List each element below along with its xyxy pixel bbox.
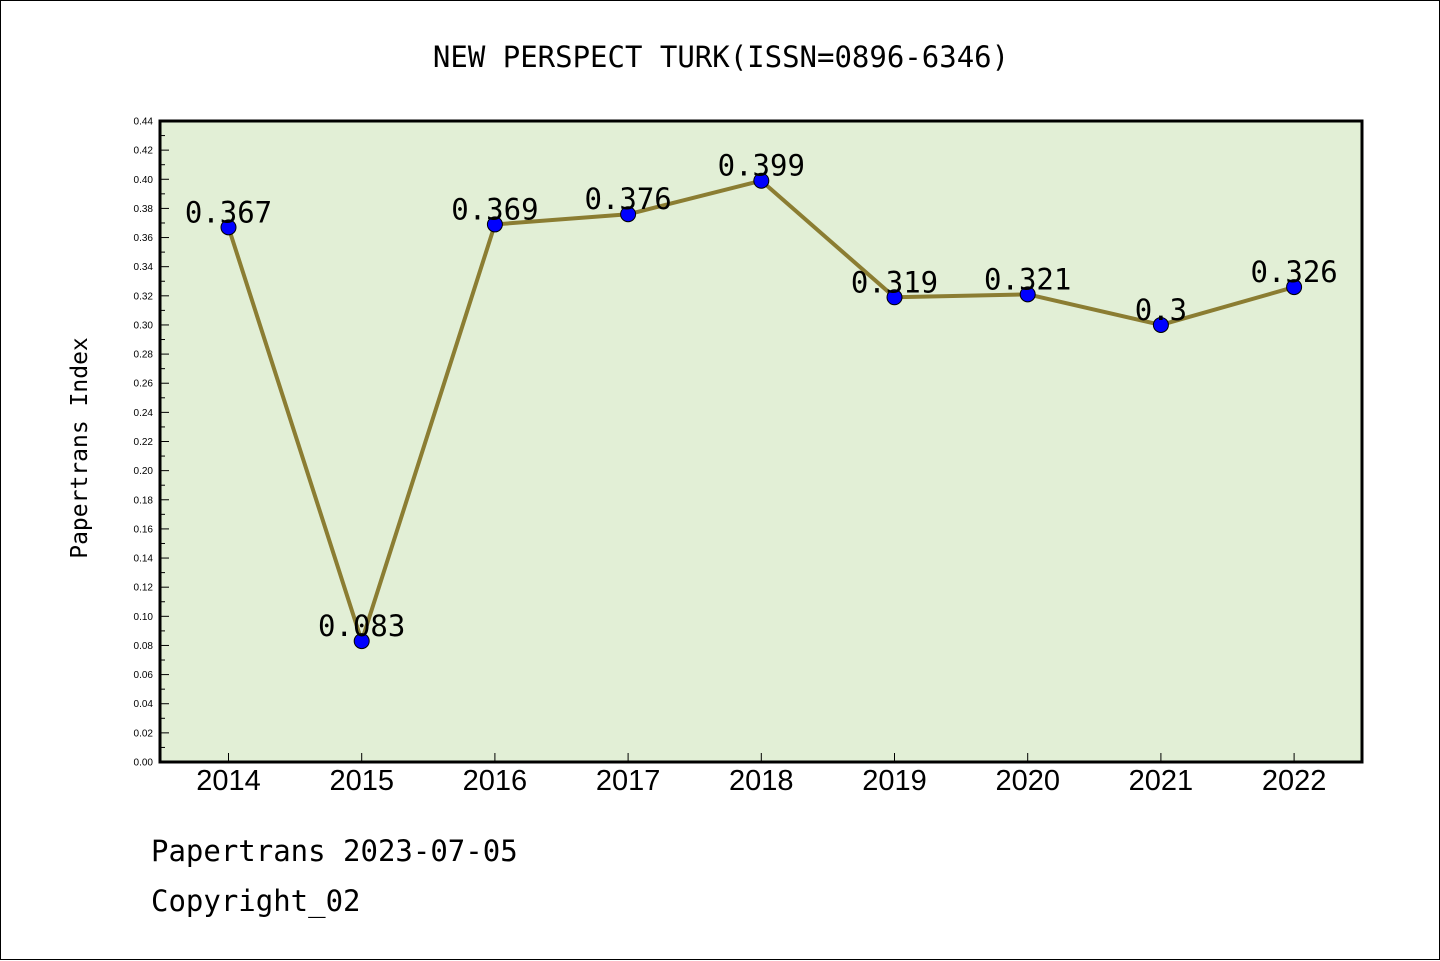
data-point-marker [886,289,903,306]
x-tick-label: 2015 [329,765,394,797]
y-tick-label: 0.10 [134,612,154,623]
data-point-marker [486,216,503,233]
y-tick-label: 0.40 [134,175,154,186]
y-tick-label: 0.32 [134,291,154,302]
data-label: 0.3 [1135,293,1187,327]
data-point-marker [220,219,237,236]
y-tick-label: 0.44 [134,117,154,128]
data-label: 0.369 [451,192,538,226]
x-tick-label: 2016 [463,765,528,797]
y-tick-label: 0.04 [134,699,154,710]
y-tick-label: 0.22 [134,437,154,448]
x-tick-label: 2017 [596,765,661,797]
y-tick-label: 0.16 [134,524,154,535]
data-label: 0.319 [851,265,938,299]
y-axis-label: Papertrans Index [67,337,93,559]
y-tick-label: 0.00 [134,758,154,769]
data-label: 0.321 [984,262,1071,296]
y-tick-label: 0.26 [134,379,154,390]
data-point-marker [353,633,370,650]
data-point-marker [1152,316,1169,333]
x-tick-label: 2019 [862,765,927,797]
y-tick-label: 0.18 [134,495,154,506]
data-point-marker [1019,286,1036,303]
x-tick-label: 2020 [995,765,1060,797]
data-point-marker [753,172,770,189]
plot-border [158,119,1364,764]
y-tick-label: 0.02 [134,728,154,739]
axis-ticks: 0.00 0.02 0.04 0.06 0.08 0.10 0.12 0.14 0.16 0.18… [134,117,1327,798]
plot-area [160,121,1362,762]
x-tick-label: 2021 [1129,765,1194,797]
series-layer: 0.367 0.083 0.369 0.376 0.399 0.319 0.321 0.3 0.… [185,149,1338,650]
x-tick-label: 2022 [1262,765,1327,797]
data-label: 0.083 [318,609,405,643]
y-tick-label: 0.38 [134,204,154,215]
footer-copyright: Copyright_02 [151,884,361,918]
data-label: 0.326 [1250,255,1337,289]
y-tick-label: 0.34 [134,262,154,273]
y-tick-label: 0.20 [134,466,154,477]
data-point-marker [620,206,637,223]
chart-title: NEW PERSPECT TURK(ISSN=0896-6346) [433,40,1009,74]
data-label: 0.376 [584,182,671,216]
y-tick-label: 0.08 [134,641,154,652]
x-tick-label: 2014 [196,765,261,797]
x-tick-label: 2018 [729,765,794,797]
footer-date: Papertrans 2023-07-05 [151,834,518,868]
y-tick-label: 0.14 [134,554,154,565]
y-tick-label: 0.30 [134,320,154,331]
y-tick-label: 0.06 [134,670,154,681]
y-tick-label: 0.36 [134,233,154,244]
y-tick-label: 0.28 [134,350,154,361]
data-label: 0.399 [718,149,805,183]
y-tick-label: 0.24 [134,408,154,419]
data-label: 0.367 [185,195,272,229]
data-point-marker [1286,279,1303,296]
y-tick-label: 0.12 [134,583,154,594]
y-tick-label: 0.42 [134,146,154,157]
